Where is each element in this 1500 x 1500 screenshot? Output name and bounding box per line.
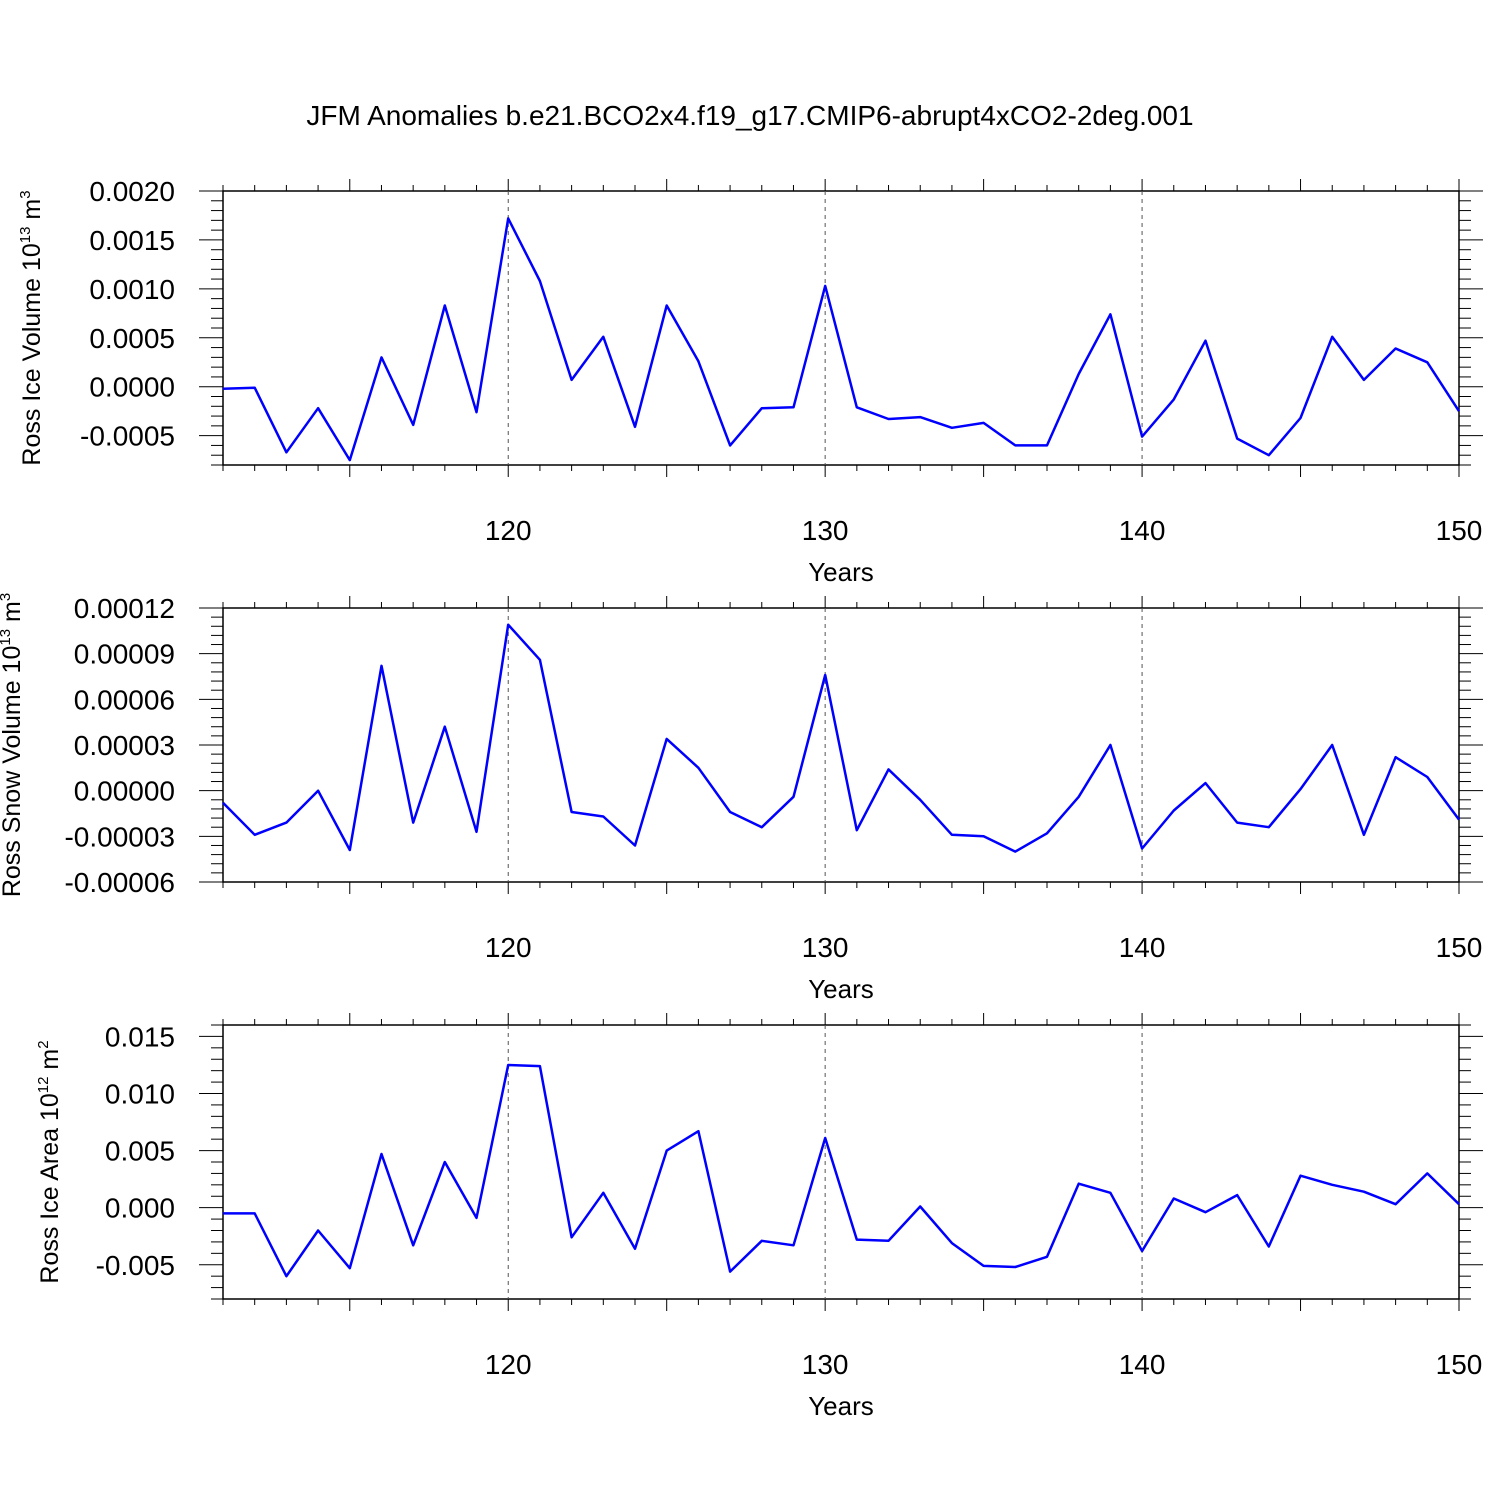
y-tick-label: -0.00003 <box>64 821 175 852</box>
y-axis-label: Ross Snow Volume 1013 m3 <box>0 593 26 897</box>
y-tick-label: 0.005 <box>105 1136 175 1167</box>
panel-1: 0.0020 0.0015 0.0010 0.0005 0.0000 -0.0005 120… <box>17 176 1483 587</box>
y-tick-label: -0.00006 <box>64 867 175 898</box>
panel-3: 0.015 0.010 0.005 0.000 -0.005 120 130 140 150 Ye… <box>35 1013 1483 1421</box>
plot-frame <box>222 607 1460 883</box>
panel-2: 0.00012 0.00009 0.00006 0.00003 0.00000 -0.00… <box>0 593 1483 1004</box>
x-axis-label: Years <box>808 1391 874 1421</box>
y-tick-label: 0.00009 <box>74 639 175 670</box>
x-tick-label: 120 <box>485 932 532 963</box>
series-line <box>222 623 1461 853</box>
y-axis-label: Ross Ice Area 1012 m2 <box>35 1040 64 1283</box>
y-tick-label: 0.0000 <box>89 372 175 403</box>
series-line <box>223 1063 1460 1278</box>
x-tick-label: 140 <box>1119 932 1166 963</box>
x-tick-label: 120 <box>485 1349 532 1380</box>
series-line <box>222 217 1461 462</box>
y-tick-label: 0.0010 <box>89 274 175 305</box>
y-tick-label: 0.00012 <box>74 593 175 624</box>
x-tick-label: 150 <box>1436 1349 1483 1380</box>
x-tick-label: 150 <box>1436 932 1483 963</box>
y-tick-label: 0.0005 <box>89 323 175 354</box>
x-axis-label: Years <box>808 974 874 1004</box>
y-tick-label: 0.00003 <box>74 730 175 761</box>
y-tick-label: 0.00006 <box>74 684 175 715</box>
x-tick-label: 150 <box>1436 515 1483 546</box>
plot-frame <box>222 1024 1460 1300</box>
y-tick-label: 0.000 <box>105 1193 175 1224</box>
y-tick-label: 0.0020 <box>89 176 175 207</box>
y-axis-label: Ross Ice Volume 1013 m3 <box>17 190 46 465</box>
x-tick-label: 140 <box>1119 515 1166 546</box>
x-tick-label: 140 <box>1119 1349 1166 1380</box>
y-tick-label: 0.00000 <box>74 776 175 807</box>
chart-title: JFM Anomalies b.e21.BCO2x4.f19_g17.CMIP6… <box>306 100 1194 131</box>
x-axis-label: Years <box>808 557 874 587</box>
y-tick-label: -0.0005 <box>80 421 175 452</box>
y-tick-label: 0.015 <box>105 1021 175 1052</box>
y-tick-label: -0.005 <box>96 1250 175 1281</box>
plot-frame <box>222 190 1460 466</box>
y-tick-label: 0.0015 <box>89 225 175 256</box>
x-tick-label: 130 <box>802 1349 849 1380</box>
x-tick-label: 120 <box>485 515 532 546</box>
x-tick-label: 130 <box>802 932 849 963</box>
x-tick-label: 130 <box>802 515 849 546</box>
y-tick-label: 0.010 <box>105 1079 175 1110</box>
